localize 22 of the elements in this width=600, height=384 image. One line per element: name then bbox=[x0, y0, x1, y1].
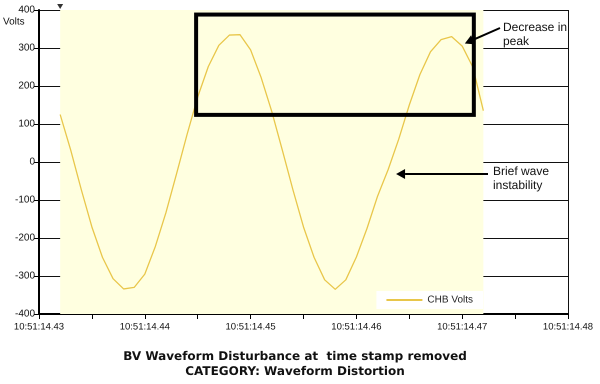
x-tick-label: 10:51:14.44 bbox=[120, 322, 170, 332]
text: BV Waveform Disturbance at time stamp removed bbox=[123, 349, 467, 363]
y-axis-title: Volts bbox=[3, 16, 25, 28]
text: CATEGORY: Waveform Distortion bbox=[185, 364, 405, 378]
x-tick-label: 10:51:14.47 bbox=[437, 322, 488, 332]
y-tick-label: 100 bbox=[18, 118, 36, 130]
y-tick-label: -400 bbox=[14, 308, 36, 320]
x-tick-label: 10:51:14.48 bbox=[542, 322, 594, 332]
line-series bbox=[60, 34, 484, 290]
annotation: Decrease in peak bbox=[503, 20, 570, 48]
y-tick-label: -300 bbox=[14, 270, 36, 282]
y-tick-label: 400 bbox=[18, 4, 36, 16]
legend-label: CHB Volts bbox=[427, 294, 474, 306]
y-tick-label: 200 bbox=[18, 80, 36, 92]
y-tick-label: 300 bbox=[18, 42, 36, 54]
y-tick-label: -100 bbox=[14, 194, 36, 206]
y-tick-label: 0 bbox=[29, 156, 36, 168]
x-tick-label: 10:51:14.45 bbox=[226, 322, 276, 332]
x-tick-label: 10:51:14.43 bbox=[14, 322, 64, 332]
y-tick-label: -200 bbox=[14, 232, 36, 244]
annotation: Brief wave instability bbox=[493, 164, 552, 192]
x-tick-label: 10:51:14.46 bbox=[331, 322, 382, 332]
